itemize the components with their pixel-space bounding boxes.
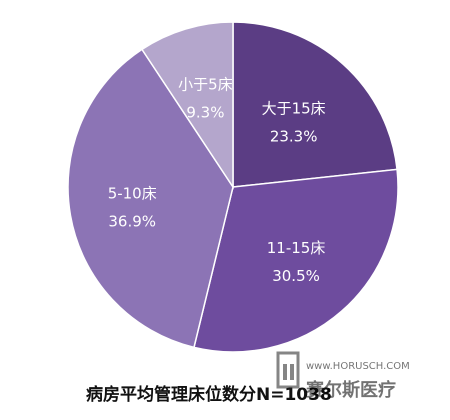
pie-labels: 大于15床 23.3% 11-15床 30.5% 5-10床 36.9% 小于5床 9.3% xyxy=(108,75,326,285)
pie-slices xyxy=(67,21,399,353)
pie-slice xyxy=(140,21,234,190)
watermark-logo xyxy=(276,351,300,389)
slice-category-label: 大于15床 xyxy=(262,99,326,117)
watermark-url: www.HORUSCH.COM xyxy=(306,361,410,372)
watermark: www.HORUSCH.COM 赛尔斯医疗 xyxy=(276,351,410,401)
pie-slice xyxy=(193,168,399,353)
watermark-brand: 赛尔斯医疗 xyxy=(305,379,396,401)
slice-value-label: 30.5% xyxy=(272,267,320,285)
pie-slice xyxy=(232,21,398,188)
slice-value-label: 36.9% xyxy=(108,213,156,231)
slice-value-label: 9.3% xyxy=(186,103,224,121)
slice-category-label: 11-15床 xyxy=(267,239,326,257)
slice-category-label: 小于5床 xyxy=(178,75,233,93)
slice-value-label: 23.3% xyxy=(270,127,318,145)
pie-slice xyxy=(67,48,234,349)
slice-category-label: 5-10床 xyxy=(108,185,157,203)
chart-title: 病房平均管理床位数分N=1038 xyxy=(86,384,332,405)
